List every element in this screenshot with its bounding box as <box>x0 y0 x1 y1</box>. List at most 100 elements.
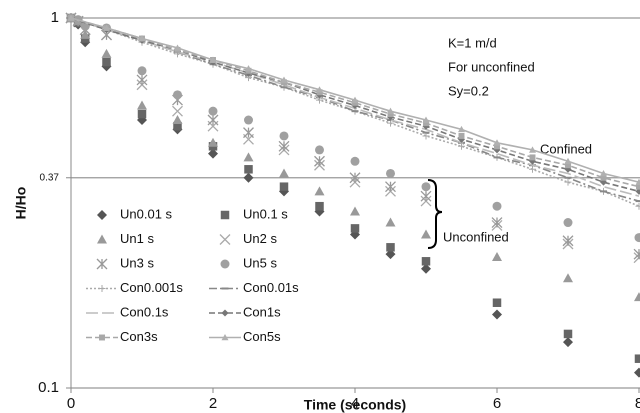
marker <box>634 292 640 302</box>
marker <box>221 334 229 341</box>
marker <box>208 148 218 159</box>
marker <box>349 172 361 184</box>
marker <box>314 155 325 167</box>
marker <box>102 57 111 67</box>
unconfined-label: Unconfined <box>443 229 509 244</box>
marker <box>67 14 75 21</box>
marker <box>103 24 110 31</box>
legend-label: Con0.1s <box>120 304 169 319</box>
marker <box>221 309 229 317</box>
marker <box>350 224 360 233</box>
marker <box>492 251 502 261</box>
marker <box>97 234 107 244</box>
marker <box>279 182 289 191</box>
marker <box>385 217 396 227</box>
marker <box>173 90 182 100</box>
marker <box>421 263 431 274</box>
marker <box>208 106 218 116</box>
marker <box>564 157 572 165</box>
marker <box>243 172 254 183</box>
marker <box>315 145 324 155</box>
marker <box>563 218 573 228</box>
x-tick-label: 2 <box>209 395 217 412</box>
marker <box>633 248 640 260</box>
marker <box>207 114 219 126</box>
marker <box>562 235 574 247</box>
annotation: K=1 m/d <box>448 35 497 50</box>
marker <box>96 258 108 270</box>
legend-label: Un5 s <box>243 255 277 270</box>
marker <box>278 140 290 152</box>
marker <box>137 100 147 110</box>
marker <box>315 201 324 211</box>
legend-label: Con0.001s <box>120 280 183 295</box>
marker <box>529 146 536 153</box>
marker <box>137 109 147 119</box>
marker <box>280 76 288 83</box>
annotation: For unconfined <box>448 59 535 74</box>
marker <box>316 86 323 93</box>
marker <box>635 202 640 210</box>
x-tick-label: 6 <box>493 395 501 412</box>
x-tick-label: 8 <box>635 395 640 412</box>
legend-label: Un0.01 s <box>120 206 173 221</box>
marker <box>636 183 640 190</box>
marker <box>422 116 430 123</box>
marker <box>564 178 572 186</box>
marker <box>172 115 183 125</box>
marker <box>386 243 395 252</box>
legend-label: Con1s <box>243 304 281 319</box>
marker <box>492 309 502 320</box>
marker <box>219 234 231 245</box>
marker <box>138 35 146 42</box>
marker <box>99 334 105 341</box>
marker <box>563 329 573 339</box>
x-axis-label: Time (seconds) <box>304 397 406 413</box>
marker <box>172 105 183 117</box>
x-tick-label: 4 <box>351 395 359 412</box>
marker <box>529 165 536 173</box>
x-tick-label: 0 <box>67 395 75 412</box>
marker <box>351 96 359 103</box>
legend-label: Un3 s <box>120 255 154 270</box>
legend-label: Con0.01s <box>243 280 299 295</box>
marker <box>492 298 502 307</box>
marker <box>387 107 394 114</box>
marker <box>634 233 640 243</box>
marker <box>491 217 503 229</box>
y-axis-label: H/Ho <box>13 187 29 220</box>
marker <box>209 56 217 63</box>
marker <box>136 74 148 86</box>
marker <box>244 165 253 174</box>
annotation: Sy=0.2 <box>448 83 489 98</box>
marker <box>173 121 182 131</box>
marker <box>385 249 396 260</box>
marker <box>97 210 107 220</box>
marker <box>563 273 573 283</box>
marker <box>635 178 640 185</box>
legend-label: Con3s <box>120 329 158 344</box>
marker <box>350 206 360 216</box>
marker <box>174 44 181 51</box>
marker <box>492 201 502 211</box>
marker <box>243 152 254 162</box>
marker <box>137 66 147 76</box>
marker <box>421 229 431 239</box>
marker <box>563 337 573 348</box>
legend-label: Un1 s <box>120 231 154 246</box>
legend-label: Un2 s <box>243 231 277 246</box>
marker <box>220 210 230 220</box>
marker <box>421 257 431 266</box>
marker <box>279 131 289 141</box>
marker <box>421 182 431 192</box>
marker <box>386 168 395 178</box>
marker <box>101 48 112 58</box>
y-tick-label: 0.1 <box>38 379 59 396</box>
marker <box>98 285 106 292</box>
marker <box>634 367 640 378</box>
marker <box>279 168 289 178</box>
marker <box>634 354 640 363</box>
marker <box>529 154 536 161</box>
brace <box>427 179 443 249</box>
